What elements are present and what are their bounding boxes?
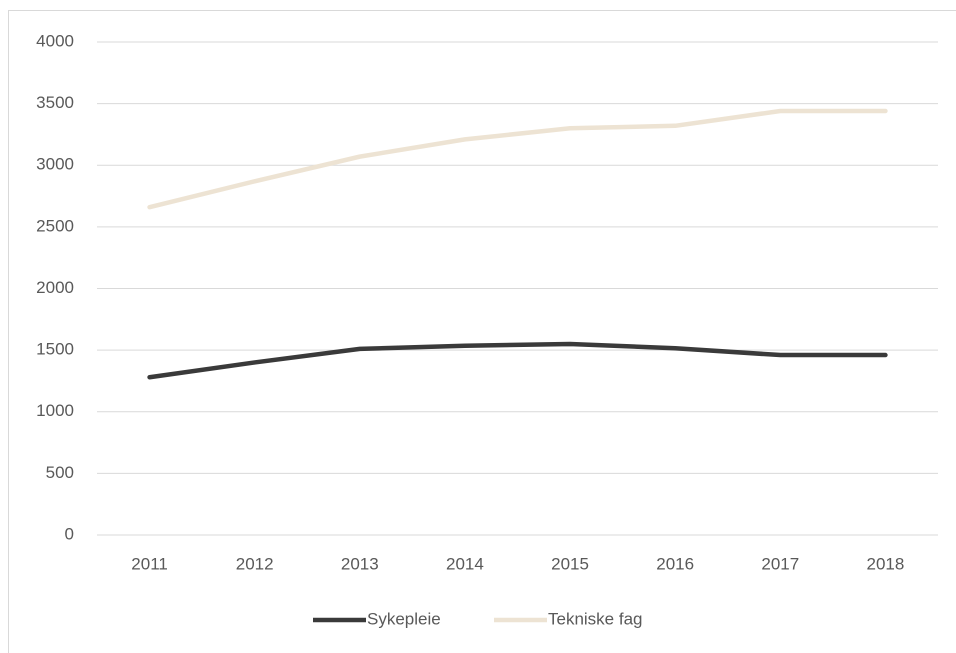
x-tick-label: 2017 xyxy=(761,554,799,573)
y-tick-label: 2500 xyxy=(36,216,74,235)
legend-label: Tekniske fag xyxy=(548,609,643,628)
y-tick-label: 1500 xyxy=(36,340,74,359)
x-tick-label: 2012 xyxy=(236,554,274,573)
x-tick-label: 2018 xyxy=(867,554,905,573)
y-tick-label: 4000 xyxy=(36,31,74,50)
chart-frame xyxy=(8,10,956,653)
y-tick-label: 3500 xyxy=(36,93,74,112)
x-tick-label: 2014 xyxy=(446,554,484,573)
y-tick-label: 1000 xyxy=(36,401,74,420)
legend-label: Sykepleie xyxy=(367,609,441,628)
x-tick-label: 2013 xyxy=(341,554,379,573)
y-tick-label: 500 xyxy=(46,463,74,482)
y-tick-label: 0 xyxy=(65,524,74,543)
line-series xyxy=(147,341,888,380)
line-series xyxy=(147,108,888,210)
y-tick-label: 3000 xyxy=(36,155,74,174)
x-tick-label: 2015 xyxy=(551,554,589,573)
y-tick-label: 2000 xyxy=(36,278,74,297)
x-tick-label: 2016 xyxy=(656,554,694,573)
x-tick-label: 2011 xyxy=(131,554,168,573)
